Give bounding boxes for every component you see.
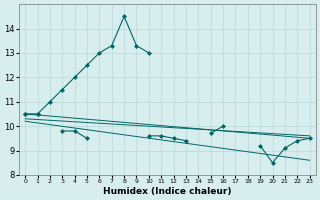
X-axis label: Humidex (Indice chaleur): Humidex (Indice chaleur) [103,187,232,196]
